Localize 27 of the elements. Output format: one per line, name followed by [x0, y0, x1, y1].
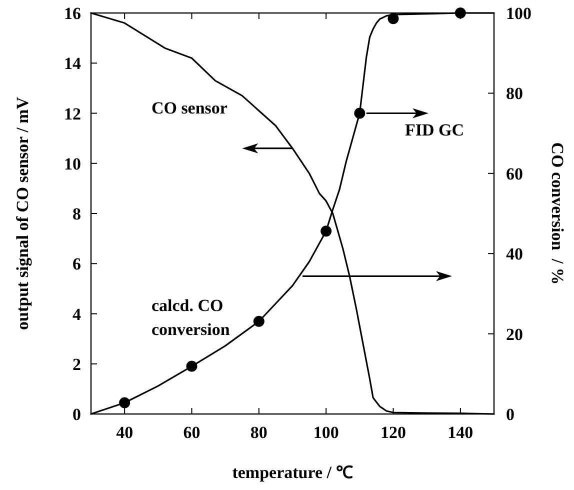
x-tick-label: 60: [183, 423, 200, 442]
y2-tick-label: 60: [506, 164, 523, 184]
x-tick-label: 40: [116, 423, 134, 442]
y-tick-label: 14: [64, 54, 82, 74]
y-tick-label: 12: [64, 104, 81, 124]
annotation: CO sensor: [151, 98, 228, 118]
x-tick-label: 80: [250, 423, 268, 442]
y2-tick-label: 100: [506, 4, 532, 23]
annotation: FID GC: [405, 120, 464, 140]
x-tick-label: 100: [313, 423, 339, 442]
x-axis-title: temperature / ℃: [232, 463, 353, 482]
y-tick-label: 10: [64, 154, 81, 174]
x-tick-label: 140: [448, 423, 474, 442]
y2-tick-label: 40: [506, 244, 523, 264]
annotation: calcd. CO conversion: [151, 296, 230, 340]
y2-tick-label: 0: [506, 405, 514, 424]
x-tick-label: 120: [380, 423, 406, 442]
y-tick-label: 16: [64, 4, 81, 23]
y2-axis-title: CO conversion / %: [548, 142, 567, 285]
y2-tick-label: 20: [506, 324, 523, 344]
y2-tick-label: 80: [506, 84, 523, 104]
y-tick-label: 2: [72, 354, 81, 374]
y-tick-label: 8: [72, 204, 81, 224]
y-tick-label: 6: [72, 254, 81, 274]
y-tick-label: 0: [72, 405, 81, 424]
y-axis-title: output signal of CO sensor / mV: [13, 96, 32, 330]
y-tick-label: 4: [72, 304, 82, 324]
